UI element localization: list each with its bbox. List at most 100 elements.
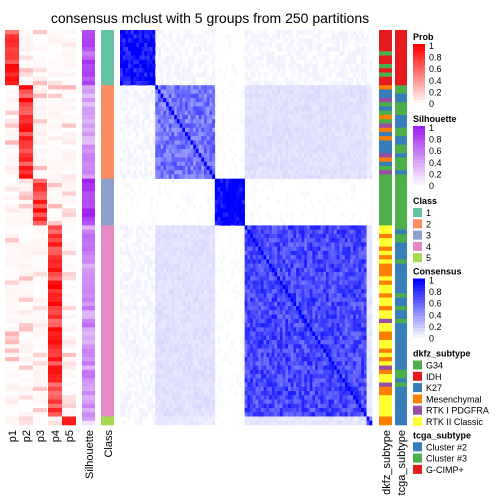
consensus-cell bbox=[258, 161, 262, 167]
prob-cell bbox=[19, 97, 33, 103]
consensus-cell bbox=[217, 187, 221, 192]
consensus-cell bbox=[182, 276, 186, 281]
consensus-cell bbox=[209, 259, 213, 264]
consensus-cell bbox=[176, 272, 180, 277]
consensus-cell bbox=[339, 114, 343, 120]
consensus-cell bbox=[269, 127, 273, 133]
consensus-cell bbox=[282, 76, 286, 82]
consensus-cell bbox=[269, 153, 273, 158]
consensus-cell bbox=[185, 276, 189, 281]
consensus-cell bbox=[204, 174, 208, 179]
consensus-cell bbox=[296, 51, 300, 56]
consensus-cell bbox=[141, 59, 145, 65]
consensus-cell bbox=[179, 80, 183, 86]
consensus-cell bbox=[166, 136, 170, 141]
prob-cell bbox=[62, 208, 76, 213]
consensus-cell bbox=[204, 297, 208, 303]
consensus-cell bbox=[182, 123, 186, 128]
consensus-cell bbox=[190, 63, 194, 69]
consensus-cell bbox=[293, 51, 297, 56]
consensus-cell bbox=[201, 127, 205, 133]
consensus-cell bbox=[209, 131, 213, 137]
prob-cell bbox=[33, 204, 47, 209]
consensus-cell bbox=[233, 263, 237, 269]
consensus-cell bbox=[209, 229, 213, 235]
consensus-cell bbox=[152, 102, 156, 107]
consensus-cell bbox=[157, 246, 161, 252]
consensus-cell bbox=[277, 259, 281, 264]
consensus-cell bbox=[193, 140, 197, 145]
consensus-cell bbox=[285, 297, 289, 303]
consensus-cell bbox=[160, 136, 164, 141]
consensus-cell bbox=[155, 199, 159, 205]
consensus-cell bbox=[160, 140, 164, 145]
consensus-cell bbox=[228, 89, 232, 95]
consensus-cell bbox=[182, 89, 186, 95]
prob-cell bbox=[5, 204, 19, 209]
consensus-cell bbox=[244, 284, 248, 290]
consensus-cell bbox=[125, 114, 129, 120]
consensus-cell bbox=[298, 140, 302, 145]
consensus-cell bbox=[209, 306, 213, 311]
consensus-cell bbox=[350, 34, 354, 39]
consensus-cell bbox=[195, 259, 199, 264]
consensus-cell bbox=[277, 144, 281, 150]
consensus-cell bbox=[171, 127, 175, 133]
consensus-cell bbox=[339, 51, 343, 56]
consensus-cell bbox=[179, 97, 183, 103]
consensus-cell bbox=[138, 38, 142, 44]
consensus-cell bbox=[144, 246, 148, 252]
consensus-cell bbox=[288, 174, 292, 179]
consensus-cell bbox=[331, 161, 335, 167]
consensus-cell bbox=[171, 165, 175, 171]
consensus-cell bbox=[366, 280, 370, 286]
consensus-cell bbox=[274, 293, 278, 298]
consensus-cell bbox=[190, 131, 194, 137]
consensus-cell bbox=[260, 97, 264, 103]
prob-cell bbox=[5, 216, 19, 222]
consensus-cell bbox=[266, 93, 270, 99]
consensus-cell bbox=[263, 263, 267, 269]
consensus-cell bbox=[277, 276, 281, 281]
consensus-cell bbox=[212, 42, 216, 48]
class-cell bbox=[101, 157, 114, 162]
consensus-cell bbox=[301, 144, 305, 150]
consensus-cell bbox=[252, 131, 256, 137]
consensus-cell bbox=[336, 233, 340, 239]
consensus-cell bbox=[174, 272, 178, 277]
consensus-cell bbox=[263, 293, 267, 298]
consensus-cell bbox=[334, 204, 338, 209]
consensus-cell bbox=[271, 161, 275, 167]
consensus-cell bbox=[231, 289, 235, 294]
consensus-cell bbox=[220, 178, 224, 184]
consensus-cell bbox=[263, 119, 267, 124]
consensus-cell bbox=[187, 255, 191, 260]
consensus-cell bbox=[274, 59, 278, 65]
consensus-cell bbox=[174, 127, 178, 133]
consensus-cell bbox=[174, 276, 178, 281]
consensus-cell bbox=[244, 114, 248, 120]
consensus-cell bbox=[342, 161, 346, 167]
consensus-cell bbox=[133, 76, 137, 82]
consensus-cell bbox=[304, 242, 308, 247]
consensus-cell bbox=[336, 148, 340, 154]
consensus-cell bbox=[293, 144, 297, 150]
consensus-cell bbox=[141, 46, 145, 52]
consensus-cell bbox=[263, 306, 267, 311]
consensus-cell bbox=[358, 284, 362, 290]
consensus-cell bbox=[301, 38, 305, 44]
consensus-cell bbox=[260, 289, 264, 294]
consensus-cell bbox=[296, 55, 300, 61]
consensus-cell bbox=[204, 280, 208, 286]
prob-cell bbox=[33, 310, 47, 315]
consensus-cell bbox=[128, 233, 132, 239]
consensus-cell bbox=[166, 72, 170, 78]
prob-cell bbox=[5, 106, 19, 111]
consensus-cell bbox=[198, 157, 202, 162]
consensus-cell bbox=[136, 250, 140, 256]
consensus-cell bbox=[350, 195, 354, 201]
consensus-cell bbox=[217, 68, 221, 73]
consensus-cell bbox=[185, 76, 189, 82]
consensus-cell bbox=[144, 191, 148, 196]
